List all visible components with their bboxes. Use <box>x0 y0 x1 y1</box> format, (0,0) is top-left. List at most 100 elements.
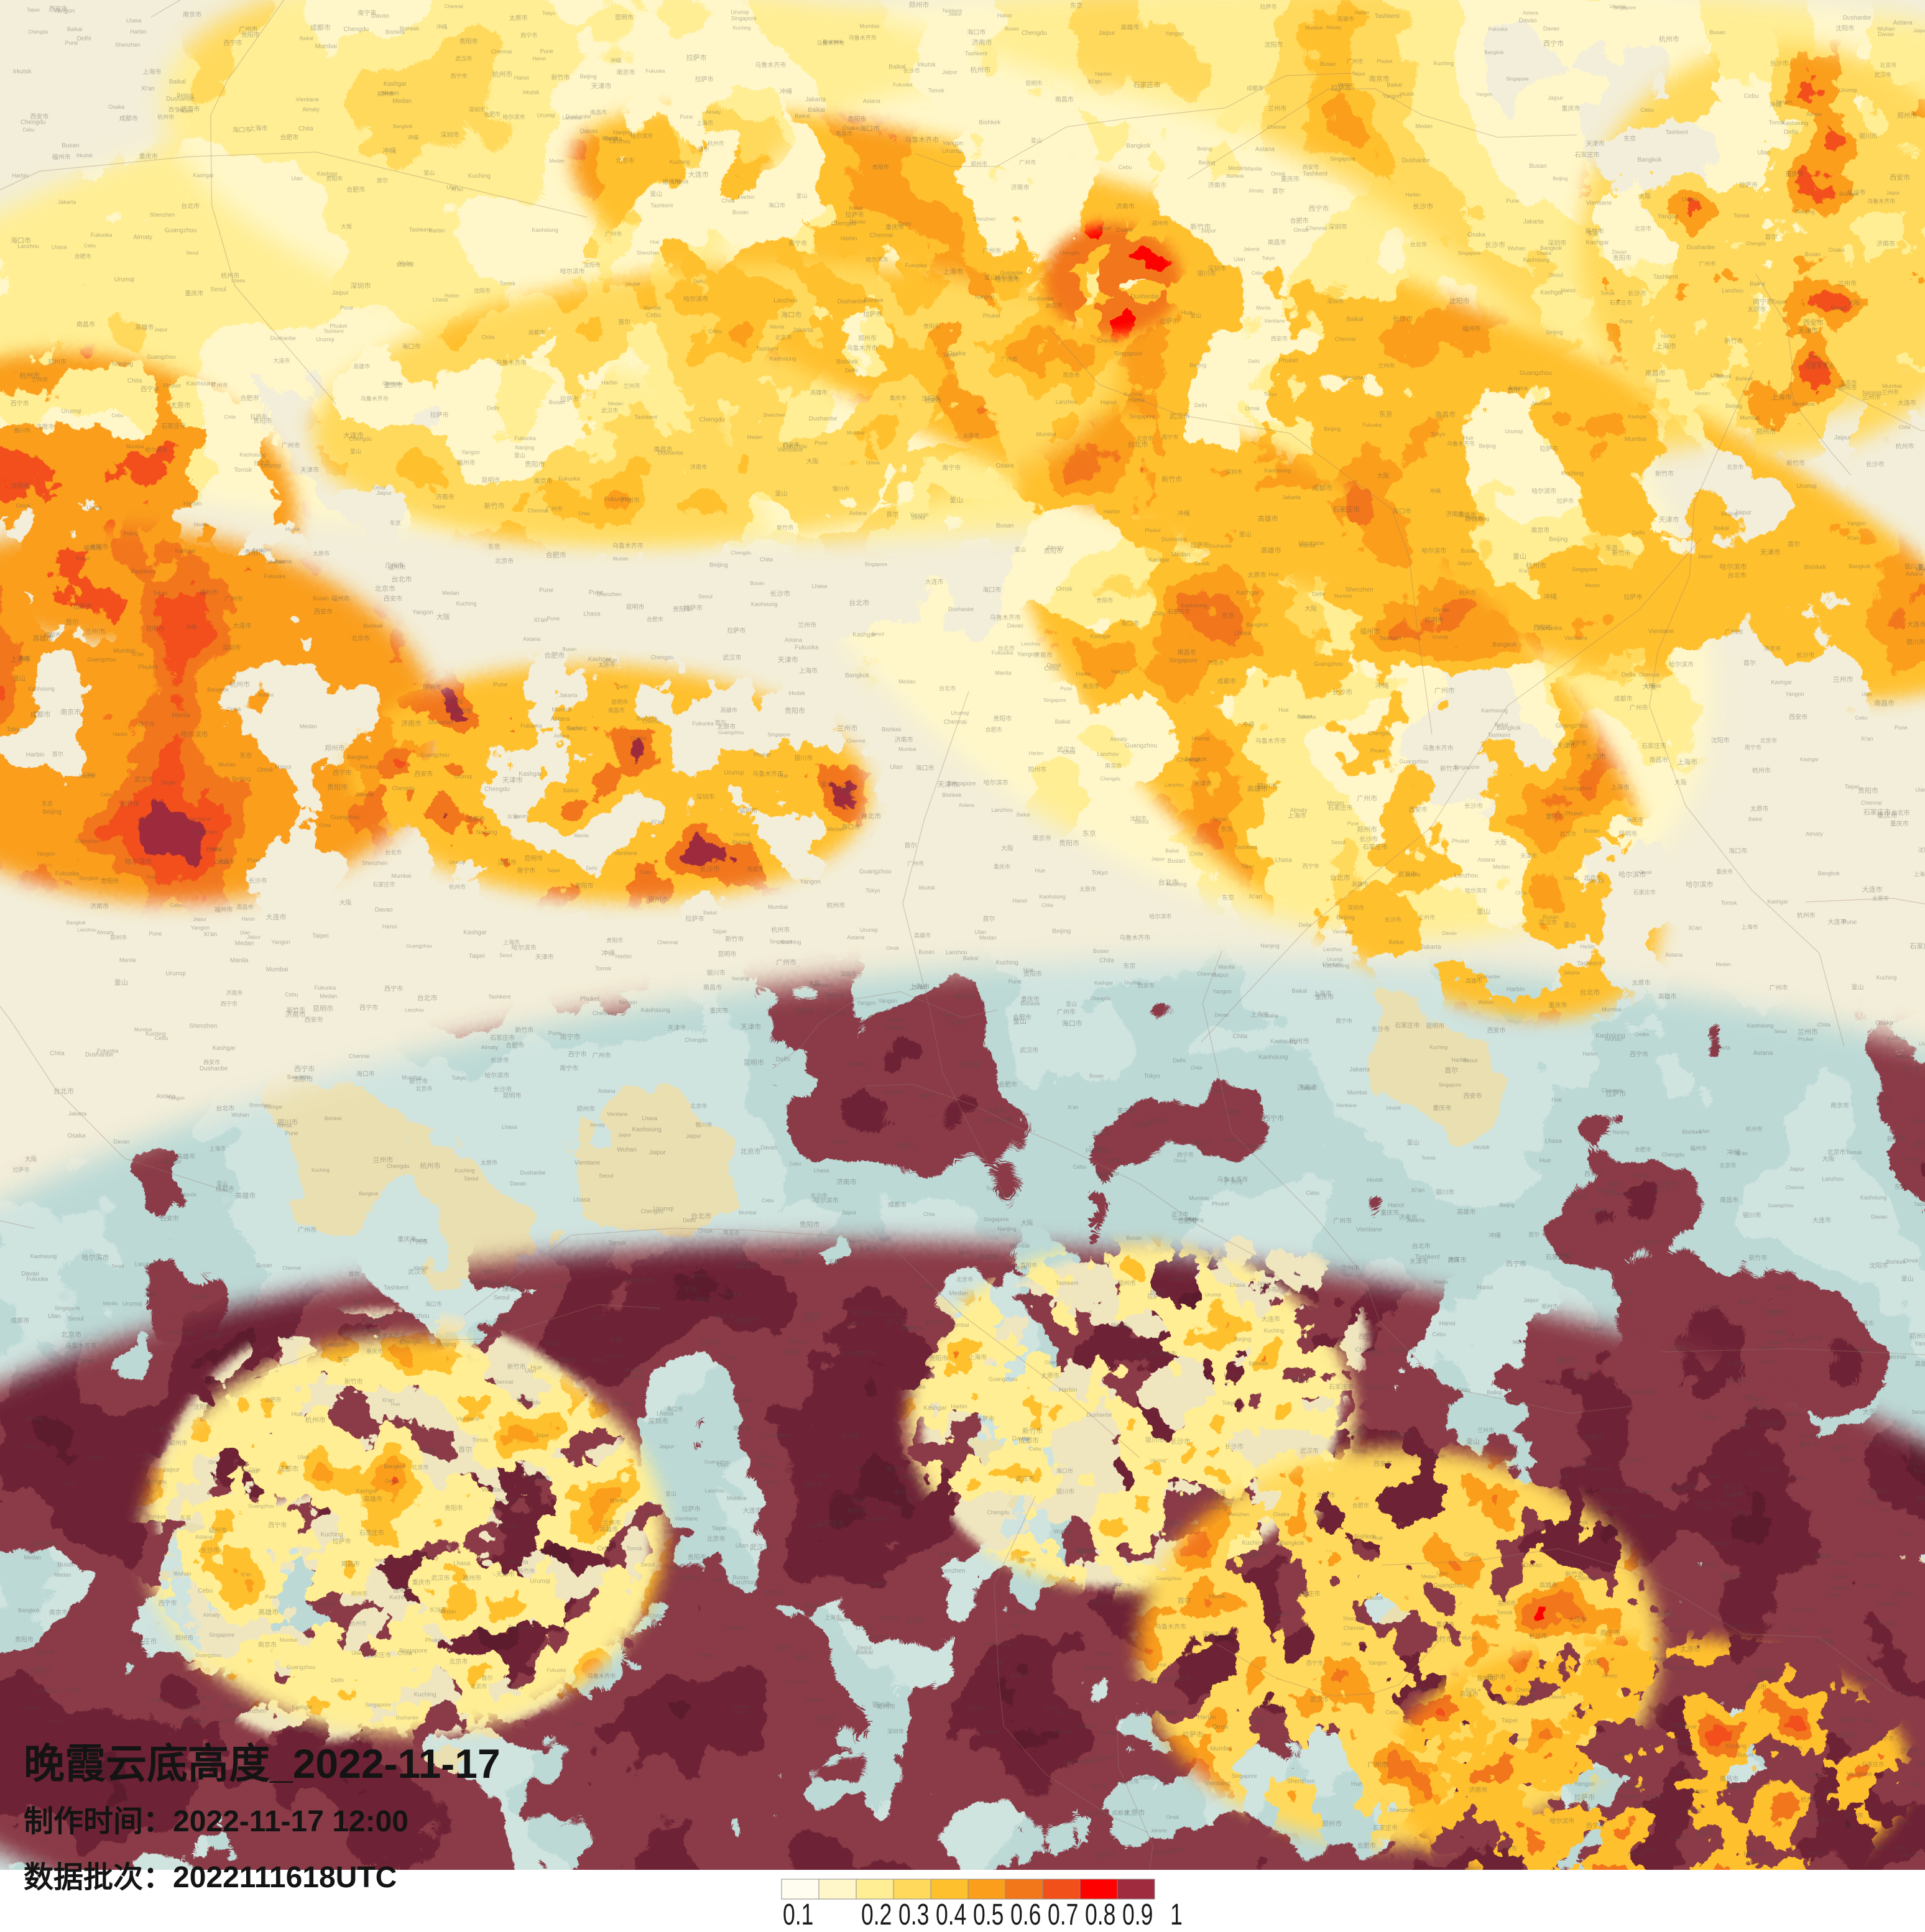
svg-text:Mumbai: Mumbai <box>1010 1243 1030 1249</box>
svg-text:Yangon: Yangon <box>271 939 290 945</box>
svg-text:Singapore: Singapore <box>1458 251 1481 256</box>
svg-text:Chennai: Chennai <box>1198 972 1216 977</box>
svg-text:Jakarta: Jakarta <box>68 1110 87 1116</box>
svg-text:Kaohsiung: Kaohsiung <box>632 1126 662 1133</box>
svg-text:Tashkent: Tashkent <box>323 329 344 334</box>
svg-text:Kaohsiung: Kaohsiung <box>1747 1023 1774 1029</box>
svg-text:石家庄市: 石家庄市 <box>373 881 395 888</box>
svg-text:Baikal: Baikal <box>1387 82 1402 88</box>
svg-text:北京市: 北京市 <box>1584 874 1602 882</box>
svg-text:Ulan: Ulan <box>1224 1372 1237 1379</box>
svg-text:台北市: 台北市 <box>849 599 869 607</box>
svg-text:Kaohsiung: Kaohsiung <box>751 601 778 607</box>
svg-text:北京市: 北京市 <box>1880 62 1896 68</box>
svg-text:Seoul: Seoul <box>1549 272 1563 278</box>
svg-text:石家庄市: 石家庄市 <box>1610 299 1632 306</box>
svg-text:Chita: Chita <box>1901 1531 1913 1537</box>
svg-text:南宁市: 南宁市 <box>1745 744 1761 751</box>
svg-text:兰州市: 兰州市 <box>1268 104 1286 113</box>
svg-text:西宁市: 西宁市 <box>1487 1673 1506 1681</box>
svg-text:贵阳市: 贵阳市 <box>327 783 348 791</box>
svg-text:长沙市: 长沙市 <box>1393 315 1413 323</box>
svg-text:首尔: 首尔 <box>1444 1066 1458 1075</box>
svg-text:Fukuoka: Fukuoka <box>1099 1730 1118 1736</box>
svg-text:Astana: Astana <box>1806 112 1822 117</box>
svg-text:海口市: 海口市 <box>1120 619 1139 627</box>
svg-text:Yangon: Yangon <box>461 449 480 455</box>
svg-text:沈阳市: 沈阳市 <box>887 1505 904 1512</box>
svg-text:高雄市: 高雄市 <box>599 1525 618 1533</box>
svg-text:Jakarta: Jakarta <box>508 1559 529 1566</box>
svg-text:北京市: 北京市 <box>375 584 395 592</box>
svg-text:广州市: 广州市 <box>1019 159 1036 165</box>
svg-text:Busan: Busan <box>1529 163 1546 170</box>
svg-text:Urumqi: Urumqi <box>606 1353 624 1359</box>
svg-text:南宁市: 南宁市 <box>1753 297 1773 306</box>
svg-text:冲绳: 冲绳 <box>186 623 197 630</box>
svg-text:Nanjing: Nanjing <box>515 444 535 451</box>
svg-text:Chengdu: Chengdu <box>685 1037 708 1043</box>
svg-text:Tokyo: Tokyo <box>866 888 880 894</box>
svg-text:Pune: Pune <box>1347 821 1359 826</box>
svg-text:Manila: Manila <box>1584 1455 1599 1461</box>
svg-text:Hue: Hue <box>1879 1506 1890 1512</box>
svg-text:Bangkok: Bangkok <box>347 754 369 760</box>
svg-text:Fukuoka: Fukuoka <box>514 435 536 441</box>
svg-text:大阪: 大阪 <box>1638 192 1651 200</box>
svg-text:冲绳: 冲绳 <box>780 88 792 96</box>
svg-text:郑州市: 郑州市 <box>175 1634 193 1642</box>
svg-text:台北市: 台北市 <box>392 574 412 583</box>
svg-text:西宁市: 西宁市 <box>138 720 155 727</box>
svg-text:北京市: 北京市 <box>1827 1148 1846 1156</box>
svg-text:首尔: 首尔 <box>983 914 995 922</box>
svg-text:Osaka: Osaka <box>1096 1650 1112 1656</box>
svg-text:福州市: 福州市 <box>457 459 476 467</box>
svg-text:Cebu: Cebu <box>1744 93 1759 100</box>
svg-text:西安市: 西安市 <box>305 1016 323 1024</box>
svg-text:Chita: Chita <box>298 126 313 132</box>
svg-text:Delhi: Delhi <box>1352 1448 1365 1455</box>
svg-text:广州市: 广州市 <box>1347 58 1364 65</box>
svg-text:Xi'an: Xi'an <box>1861 735 1873 742</box>
svg-text:Chita: Chita <box>923 1212 935 1217</box>
svg-text:Baikal: Baikal <box>1292 988 1308 994</box>
svg-text:Medan: Medan <box>442 590 459 596</box>
svg-text:Baikal: Baikal <box>300 35 313 41</box>
svg-text:北京市: 北京市 <box>956 1276 973 1282</box>
svg-text:福州市: 福州市 <box>1690 1145 1707 1152</box>
svg-text:郑州市: 郑州市 <box>1812 1553 1831 1561</box>
svg-text:Seoul: Seoul <box>698 594 713 600</box>
svg-text:成都市: 成都市 <box>310 23 331 32</box>
svg-text:Mumbai: Mumbai <box>1210 1746 1232 1752</box>
svg-text:大连市: 大连市 <box>1586 752 1606 761</box>
svg-text:Wuhan: Wuhan <box>231 1112 249 1118</box>
svg-text:Astana: Astana <box>554 733 570 738</box>
svg-text:Pune: Pune <box>195 1313 208 1319</box>
svg-text:Harbin: Harbin <box>951 1403 967 1409</box>
svg-text:Omsk: Omsk <box>1195 561 1210 567</box>
svg-text:广州市: 广州市 <box>1001 356 1018 362</box>
svg-text:西宁市: 西宁市 <box>1306 1659 1323 1666</box>
svg-text:Pune: Pune <box>1620 318 1633 324</box>
svg-text:Taipei: Taipei <box>1502 1718 1518 1724</box>
svg-text:Kaohsiung: Kaohsiung <box>641 1007 670 1014</box>
svg-text:长沙市: 长沙市 <box>1225 1442 1244 1450</box>
svg-text:釜山: 釜山 <box>1239 530 1252 538</box>
svg-text:Omsk: Omsk <box>698 1228 713 1234</box>
svg-text:Pune: Pune <box>539 587 554 594</box>
svg-text:Hue: Hue <box>1743 1851 1755 1857</box>
svg-text:Jaipur: Jaipur <box>154 327 168 333</box>
svg-text:Seoul: Seoul <box>1830 305 1847 312</box>
svg-text:西宁市: 西宁市 <box>1359 1333 1377 1341</box>
svg-text:Tokyo: Tokyo <box>1222 1400 1237 1406</box>
svg-text:Chennai: Chennai <box>1899 1852 1922 1859</box>
svg-text:Tomsk: Tomsk <box>276 1122 293 1128</box>
svg-text:长沙市: 长沙市 <box>1485 240 1505 249</box>
svg-text:Lhasa: Lhasa <box>1234 630 1252 637</box>
svg-text:西宁市: 西宁市 <box>223 39 242 47</box>
svg-text:Guangzhou: Guangzhou <box>331 814 360 821</box>
svg-text:Osaka: Osaka <box>1116 227 1132 233</box>
svg-text:济南市: 济南市 <box>972 38 992 47</box>
svg-text:冲绳: 冲绳 <box>1429 487 1441 494</box>
svg-text:深圳市: 深圳市 <box>1133 1121 1152 1129</box>
